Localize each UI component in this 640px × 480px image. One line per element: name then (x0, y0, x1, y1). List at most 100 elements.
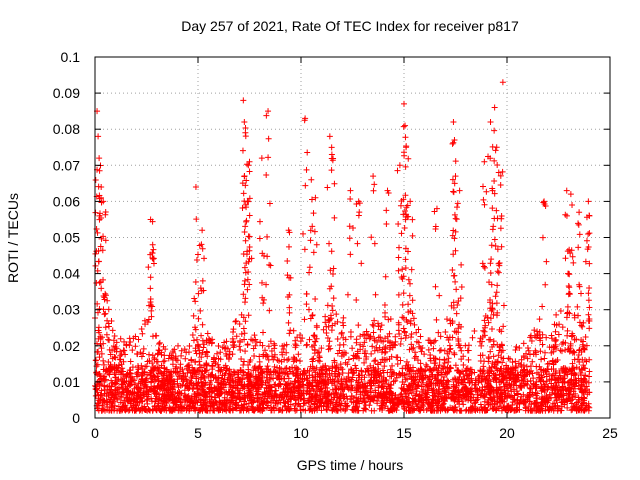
data-point (500, 355, 507, 362)
data-point (369, 343, 376, 350)
data-point (449, 320, 456, 327)
data-point (215, 361, 222, 368)
data-point (278, 349, 285, 356)
data-point (280, 345, 287, 352)
data-point (423, 361, 430, 368)
data-point (452, 158, 459, 165)
data-point (524, 345, 531, 352)
data-point (310, 355, 317, 362)
data-point (347, 187, 354, 194)
data-point (582, 333, 589, 340)
data-point (171, 346, 178, 353)
data-point (311, 333, 318, 340)
data-point (199, 337, 206, 344)
data-point (535, 407, 542, 414)
data-point (367, 388, 374, 395)
data-point (571, 336, 578, 343)
data-point (227, 407, 234, 414)
data-point (331, 180, 338, 187)
data-point (486, 364, 493, 371)
data-point (401, 329, 408, 336)
data-point (265, 154, 272, 161)
data-point (539, 303, 546, 310)
data-point (310, 332, 317, 339)
data-point (311, 342, 318, 349)
data-point (491, 177, 498, 184)
data-point (98, 345, 105, 352)
data-point (408, 334, 415, 341)
data-point (106, 337, 113, 344)
data-point (411, 321, 418, 328)
data-point (217, 349, 224, 356)
data-point (161, 352, 168, 359)
data-point (196, 358, 203, 365)
data-point (493, 289, 500, 296)
data-point (563, 314, 570, 321)
data-point (458, 261, 465, 268)
data-point (142, 321, 149, 328)
data-point (353, 296, 360, 303)
data-point (121, 347, 128, 354)
data-point (490, 223, 497, 230)
data-point (129, 347, 136, 354)
data-point (437, 407, 444, 414)
data-point (313, 404, 320, 411)
data-point (328, 315, 335, 322)
data-point (432, 337, 439, 344)
data-point (105, 359, 112, 366)
data-point (240, 325, 247, 332)
data-point (331, 214, 338, 221)
data-point (382, 273, 389, 280)
data-point (199, 277, 206, 284)
data-point (492, 293, 499, 300)
data-point (471, 369, 478, 376)
data-point (406, 404, 413, 411)
data-point (175, 342, 182, 349)
data-point (585, 407, 592, 414)
data-point (158, 362, 165, 369)
data-point (542, 349, 549, 356)
data-point (497, 225, 504, 232)
data-point (238, 311, 245, 318)
data-point (353, 377, 360, 384)
data-point (450, 118, 457, 125)
data-point (297, 338, 304, 345)
data-point (430, 345, 437, 352)
data-point (580, 362, 587, 369)
data-point (221, 339, 228, 346)
data-point (576, 231, 583, 238)
y-tick-label: 0.03 (53, 302, 80, 318)
data-point (374, 347, 381, 354)
data-point (452, 362, 459, 369)
data-point (315, 357, 322, 364)
data-point (382, 309, 389, 316)
data-point (133, 405, 140, 412)
data-point (193, 256, 200, 263)
data-point (409, 297, 416, 304)
data-point (414, 357, 421, 364)
data-point (153, 407, 160, 414)
data-point (453, 286, 460, 293)
data-point (386, 355, 393, 362)
data-point (295, 351, 302, 358)
data-point (386, 330, 393, 337)
data-point (156, 339, 163, 346)
data-point (145, 264, 152, 271)
data-point (226, 403, 233, 410)
data-point (530, 351, 537, 358)
data-point (150, 246, 157, 253)
data-point (98, 407, 105, 414)
data-point (323, 406, 330, 413)
data-point (237, 347, 244, 354)
data-point (384, 333, 391, 340)
data-point (488, 256, 495, 263)
data-point (229, 342, 236, 349)
data-point (575, 244, 582, 251)
data-point (171, 406, 178, 413)
data-point (471, 327, 478, 334)
data-point (456, 407, 463, 414)
data-point (259, 381, 266, 388)
data-point (191, 295, 198, 302)
data-point (98, 285, 105, 292)
data-point (325, 346, 332, 353)
